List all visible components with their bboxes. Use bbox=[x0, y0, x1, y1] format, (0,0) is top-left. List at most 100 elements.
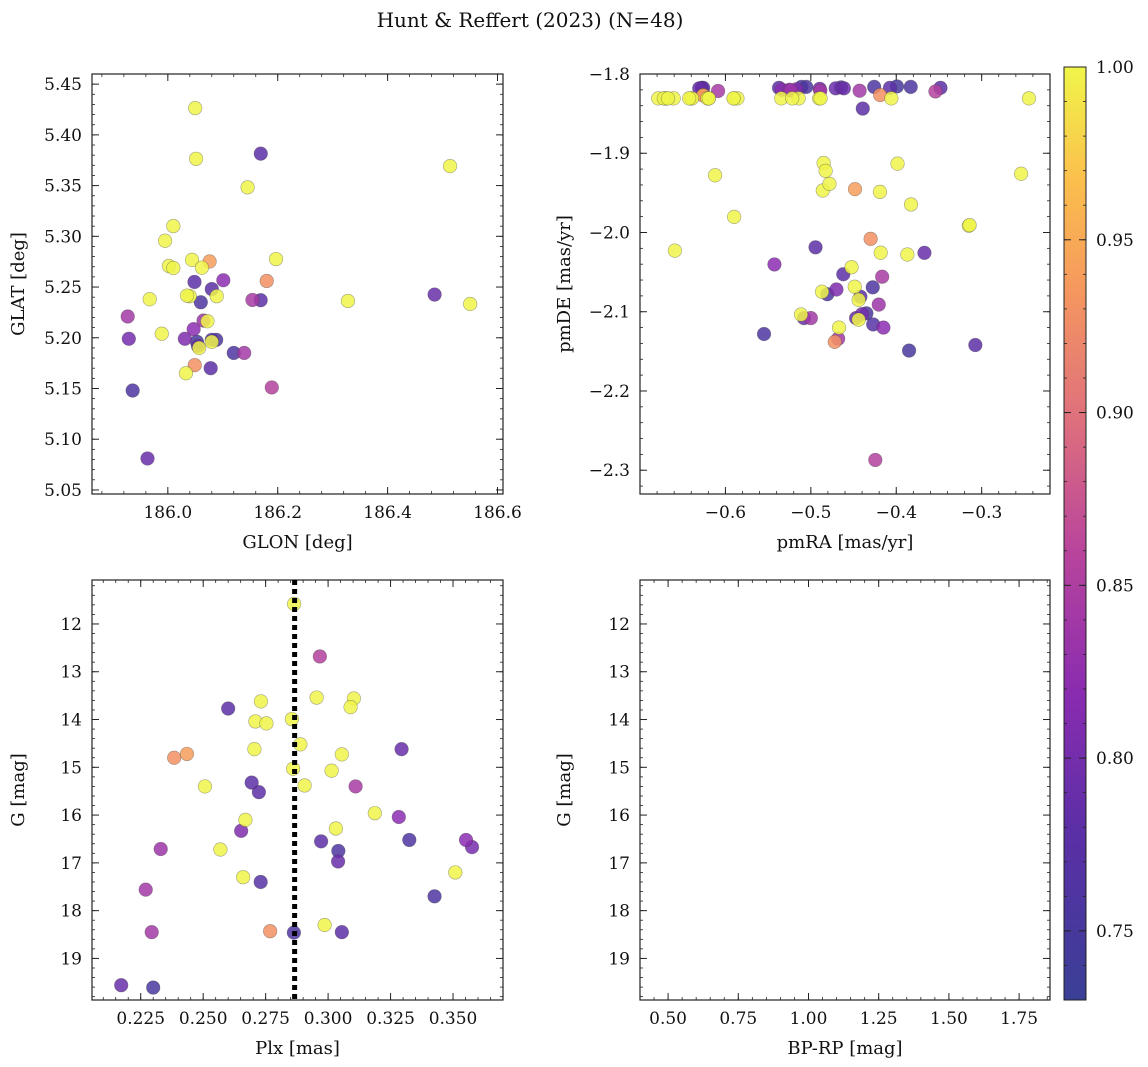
x-tick-label: −0.4 bbox=[876, 503, 917, 523]
data-point bbox=[209, 289, 224, 304]
data-point bbox=[785, 91, 800, 106]
data-point bbox=[268, 251, 284, 267]
data-point bbox=[847, 279, 862, 294]
axes-frame bbox=[91, 73, 504, 495]
data-point bbox=[727, 209, 742, 224]
data-point bbox=[236, 870, 251, 885]
data-point bbox=[865, 280, 880, 295]
y-tick-label: 5.10 bbox=[44, 430, 82, 450]
y-tick-label: 5.25 bbox=[44, 278, 82, 298]
axes-frame bbox=[639, 579, 1051, 1001]
data-point bbox=[221, 701, 236, 716]
x-tick-label: 0.350 bbox=[429, 1009, 478, 1029]
x-axis-label: GLON [deg] bbox=[242, 532, 352, 553]
y-tick-label: −1.8 bbox=[589, 65, 630, 85]
y-tick-label: 5.20 bbox=[44, 329, 82, 349]
y-tick-label: 16 bbox=[608, 806, 630, 826]
data-point bbox=[167, 750, 182, 765]
data-point bbox=[238, 812, 253, 827]
data-point bbox=[876, 320, 891, 335]
x-tick-label: −0.6 bbox=[705, 503, 746, 523]
y-tick-label: 18 bbox=[60, 902, 82, 922]
y-tick-label: 5.05 bbox=[44, 481, 82, 501]
data-point bbox=[204, 334, 219, 349]
y-tick-label: −2.3 bbox=[589, 461, 630, 481]
data-point bbox=[216, 273, 231, 288]
data-point bbox=[707, 168, 723, 183]
data-point bbox=[244, 775, 259, 790]
x-tick-label: 0.300 bbox=[304, 1009, 353, 1029]
data-point bbox=[863, 231, 878, 246]
data-point bbox=[873, 245, 888, 260]
data-point bbox=[348, 779, 363, 794]
x-tick-label: 0.250 bbox=[179, 1009, 228, 1029]
data-point bbox=[264, 380, 279, 395]
data-point bbox=[187, 358, 202, 373]
data-point bbox=[660, 91, 676, 106]
data-point bbox=[900, 247, 915, 262]
axes-frame bbox=[91, 579, 504, 1001]
y-tick-label: 16 bbox=[60, 806, 82, 826]
colorbar-gradient bbox=[1063, 66, 1087, 1001]
data-point bbox=[125, 383, 140, 398]
colorbar: 0.75 0.80 0.85 0.90 0.95 1.00 bbox=[1063, 58, 1134, 1001]
y-tick-label: −2.2 bbox=[589, 382, 630, 402]
y-tick-label: −1.9 bbox=[589, 144, 630, 164]
y-tick-label: 15 bbox=[608, 758, 630, 778]
x-tick-label: 1.75 bbox=[1000, 1009, 1038, 1029]
data-point bbox=[153, 841, 168, 857]
data-point bbox=[427, 287, 442, 302]
data-point bbox=[852, 83, 867, 98]
data-point bbox=[178, 366, 194, 381]
x-tick-label: 186.0 bbox=[143, 503, 192, 523]
data-point bbox=[309, 690, 324, 705]
x-tick-label: 0.50 bbox=[649, 1009, 687, 1029]
data-point bbox=[138, 882, 153, 897]
data-point bbox=[875, 269, 890, 284]
data-point bbox=[968, 337, 983, 353]
data-point bbox=[884, 91, 899, 106]
y-tick-label: −2.1 bbox=[589, 303, 630, 323]
data-point bbox=[121, 331, 136, 346]
colorbar-tick-label: 1.00 bbox=[1096, 58, 1134, 78]
data-point bbox=[179, 746, 195, 762]
data-point bbox=[962, 218, 977, 233]
data-point bbox=[146, 980, 161, 995]
data-point bbox=[701, 91, 716, 106]
data-point bbox=[829, 282, 844, 297]
y-tick-label: 14 bbox=[60, 711, 82, 731]
data-point bbox=[901, 343, 917, 358]
data-point bbox=[808, 240, 823, 255]
x-tick-label: 1.50 bbox=[930, 1009, 968, 1029]
y-tick-label: −2.0 bbox=[589, 223, 630, 243]
data-point bbox=[814, 284, 830, 299]
data-point bbox=[847, 182, 863, 197]
data-point bbox=[391, 809, 406, 825]
colorbar-tick-label: 0.95 bbox=[1096, 231, 1134, 251]
colorbar-tick-label: 0.75 bbox=[1096, 922, 1134, 942]
data-point bbox=[194, 260, 209, 275]
x-tick-label: 0.225 bbox=[116, 1009, 165, 1029]
y-axis-label: GLAT [deg] bbox=[8, 232, 29, 336]
data-point bbox=[872, 184, 888, 199]
x-tick-label: 0.275 bbox=[241, 1009, 290, 1029]
x-tick-label: 0.75 bbox=[719, 1009, 757, 1029]
data-point bbox=[144, 925, 159, 940]
data-point bbox=[263, 924, 278, 939]
data-point bbox=[192, 340, 207, 356]
data-point bbox=[237, 345, 252, 361]
data-point bbox=[458, 832, 474, 848]
data-point bbox=[312, 649, 327, 664]
data-point bbox=[851, 312, 866, 327]
data-point bbox=[189, 151, 204, 166]
data-point bbox=[868, 452, 883, 468]
panel-pmra-pmde: −0.6 −0.5 −0.4 −0.3 −2.3 −2.2 −2.1 −2.0 −1.9 −1.8… bbox=[554, 65, 1051, 553]
data-point bbox=[114, 978, 129, 993]
data-point bbox=[154, 326, 169, 341]
data-point bbox=[328, 821, 343, 836]
data-point bbox=[142, 292, 157, 307]
x-tick-label: −0.5 bbox=[790, 503, 831, 523]
data-point bbox=[844, 260, 859, 275]
y-axis-label: G [mag] bbox=[554, 753, 575, 826]
x-axis-label: BP-RP [mag] bbox=[787, 1038, 902, 1059]
